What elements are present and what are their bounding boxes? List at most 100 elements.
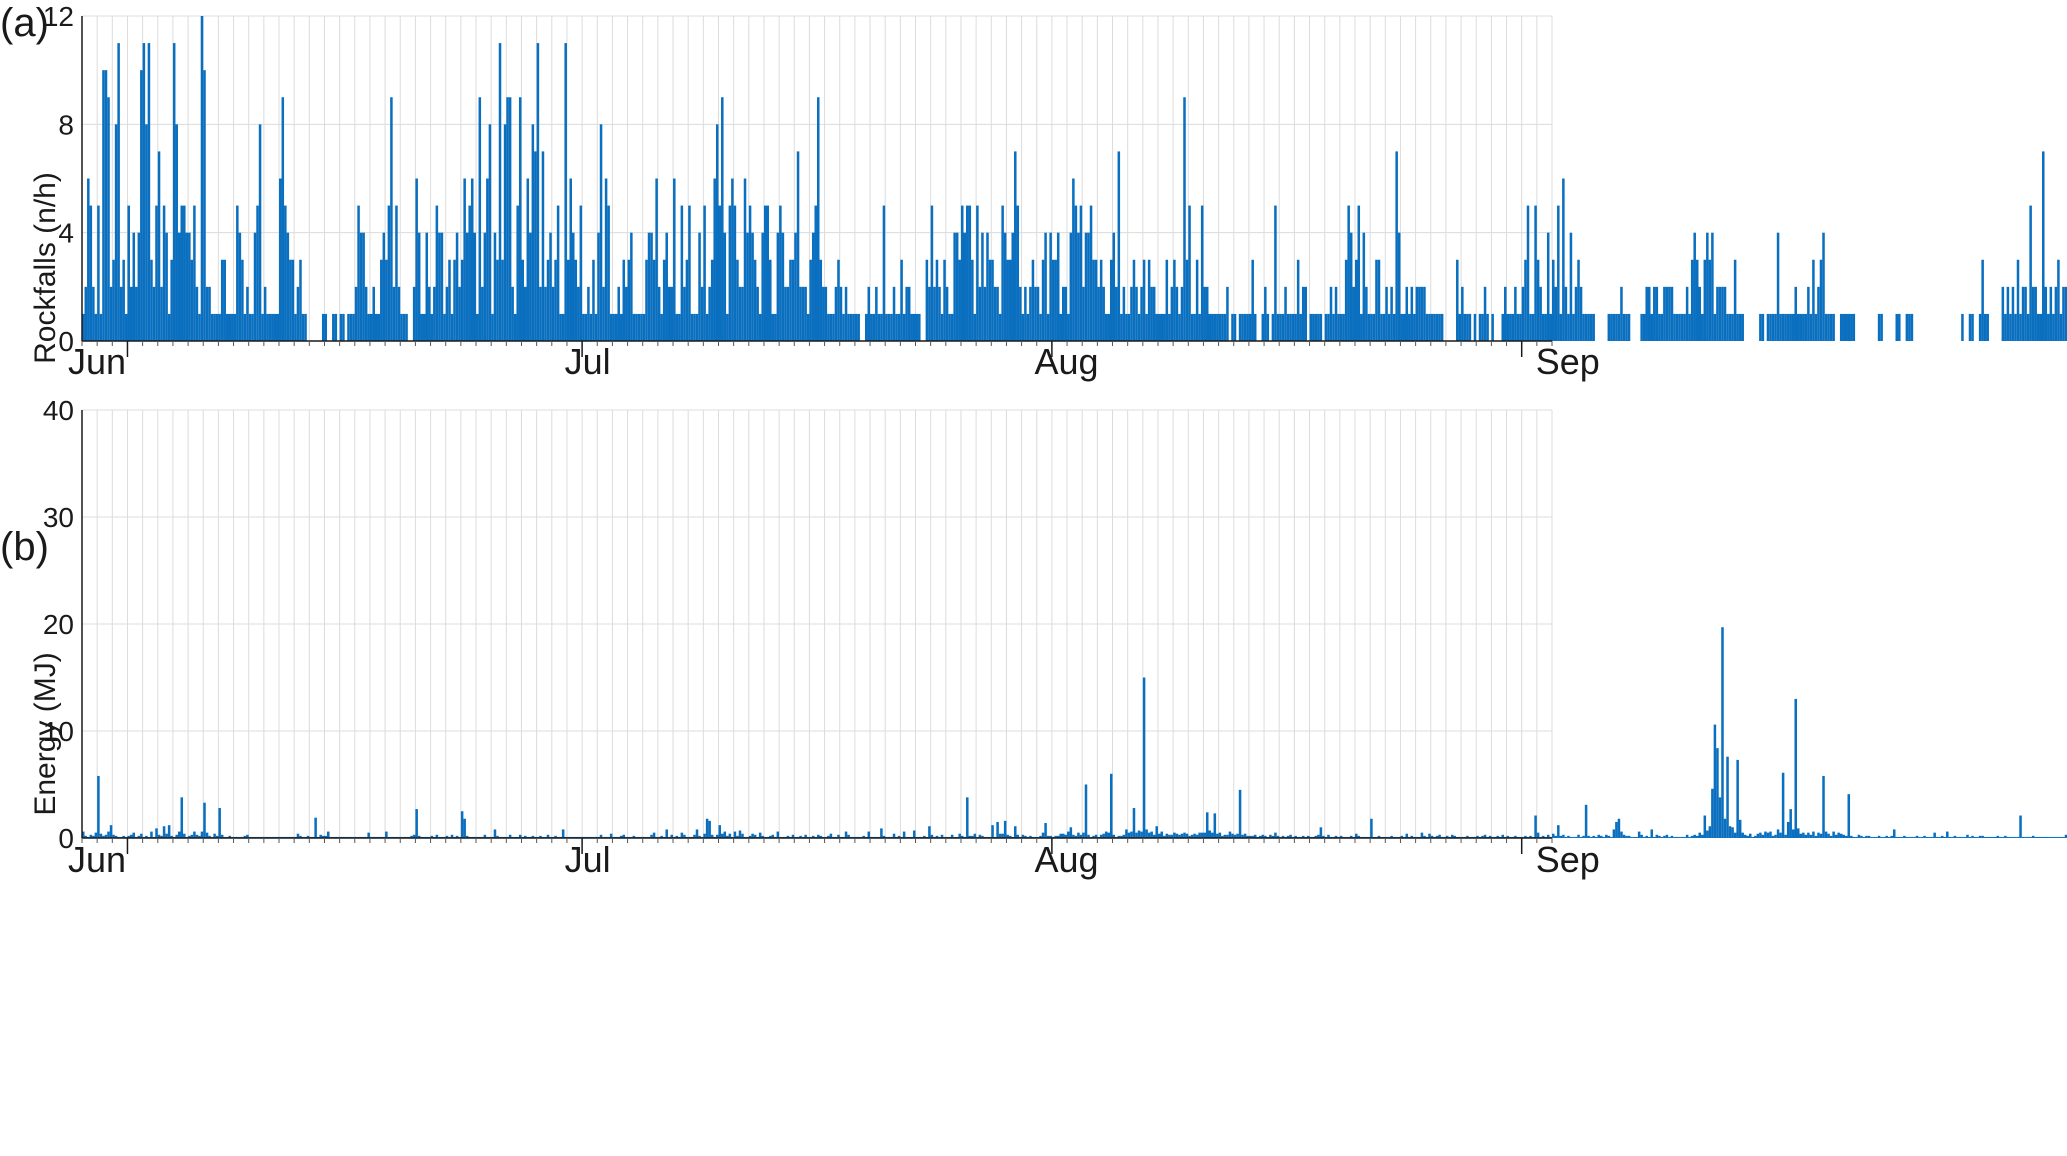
data-bar [1226, 834, 1229, 838]
data-bar [1738, 313, 1742, 341]
data-bar [1314, 835, 1318, 838]
data-bar [1400, 835, 1403, 838]
data-bar [1544, 313, 1547, 341]
data-bar [1221, 835, 1224, 838]
data-bar [1890, 835, 1893, 838]
data-bar [1587, 835, 1590, 838]
data-bar [321, 313, 325, 341]
data-bar [827, 835, 830, 838]
data-bar [1771, 835, 1775, 838]
data-bar [1327, 313, 1330, 341]
data-bar [2039, 313, 2042, 341]
data-bar [688, 205, 691, 341]
data-bar [1784, 313, 1787, 341]
data-bar [1711, 232, 1714, 341]
data-bar [791, 834, 795, 838]
data-bar [1622, 313, 1626, 341]
data-bar [930, 834, 934, 838]
data-bar [1685, 834, 1689, 838]
data-bar [1610, 836, 1613, 838]
data-bar [1736, 759, 1739, 838]
data-bar [864, 313, 868, 341]
data-bar [129, 834, 133, 838]
data-bar [1519, 313, 1522, 341]
data-bar [155, 205, 158, 341]
data-bar [165, 232, 168, 341]
data-bar [1309, 313, 1313, 341]
data-bar [1534, 205, 1537, 341]
data-bar [443, 313, 446, 341]
data-bar [374, 313, 378, 341]
data-bar [1587, 313, 1590, 341]
data-bar [84, 286, 88, 341]
data-bar [2029, 836, 2032, 838]
data-bar [1759, 832, 1762, 838]
data-bar [1898, 313, 1901, 341]
data-bar [2039, 836, 2042, 838]
data-bar [476, 313, 479, 341]
data-bar [1915, 835, 1919, 838]
data-bar [243, 313, 247, 341]
data-bar [82, 831, 85, 838]
data-bar [1627, 835, 1631, 838]
data-bar [463, 818, 466, 838]
data-bar [1021, 313, 1025, 341]
data-bar [160, 286, 163, 341]
data-bar [1794, 286, 1797, 341]
data-bar [1895, 836, 1899, 838]
data-bar [127, 835, 130, 838]
data-bar [849, 313, 853, 341]
data-bar [1875, 836, 1878, 838]
data-bar [1349, 835, 1353, 838]
data-bar [1400, 313, 1403, 341]
data-bar [650, 232, 653, 341]
data-bar [1653, 836, 1656, 838]
data-bar [1223, 834, 1227, 838]
data-bar [1226, 286, 1229, 341]
data-bar [129, 286, 133, 341]
data-bar [1615, 821, 1618, 838]
data-bar [1701, 313, 1704, 341]
data-bar [1069, 827, 1073, 838]
data-bar [1887, 836, 1891, 838]
data-bar [1008, 835, 1012, 838]
data-bar [1663, 835, 1666, 838]
data-bar [1645, 835, 1648, 838]
panel-a-rockfalls: (a) Rockfalls (n/h) 0 4 8 12 Jun Jul Aug Sep [0, 1, 2067, 382]
data-bar [1524, 835, 1527, 838]
data-bar [1067, 831, 1070, 838]
data-bar [1847, 794, 1851, 838]
data-bar [1956, 836, 1959, 838]
data-bar [455, 835, 459, 838]
data-bar [200, 16, 204, 341]
data-bar [1163, 835, 1166, 838]
data-bar [1054, 835, 1057, 838]
data-bar [751, 833, 754, 838]
data-bar [546, 259, 550, 341]
data-bar [236, 205, 239, 341]
data-bar [627, 259, 631, 341]
data-bar [433, 286, 436, 341]
data-bar [488, 124, 492, 341]
data-bar [162, 205, 166, 341]
data-bar [1413, 313, 1416, 341]
data-bar [1016, 205, 1020, 341]
data-bar [940, 834, 944, 838]
x-month-label: Jun [68, 839, 126, 880]
data-bar [769, 835, 772, 838]
data-bar [430, 313, 434, 341]
data-bar [902, 313, 906, 341]
data-bar [1589, 313, 1593, 341]
data-bar [1248, 313, 1252, 341]
data-bar [1011, 232, 1015, 341]
data-bar [531, 124, 535, 341]
data-bar [1852, 836, 1856, 838]
data-bar [1804, 834, 1808, 838]
data-bar [1536, 259, 1540, 341]
data-bar [1099, 834, 1103, 838]
data-bar [1377, 835, 1381, 838]
data-bar [1170, 286, 1174, 341]
data-bar [660, 835, 663, 838]
data-bar [1488, 835, 1492, 838]
data-bar [1509, 313, 1512, 341]
